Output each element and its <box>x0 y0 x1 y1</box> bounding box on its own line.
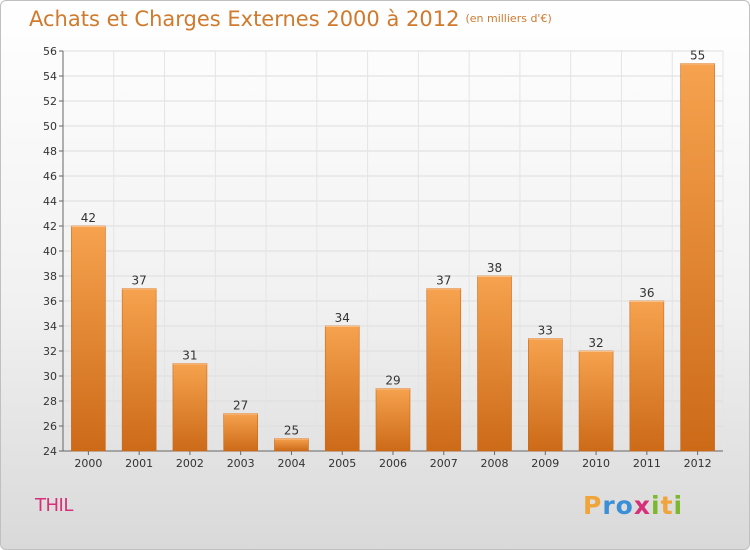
y-tick-label: 40 <box>43 245 57 258</box>
y-tick-label: 48 <box>43 145 57 158</box>
data-label-2011: 36 <box>639 286 654 300</box>
x-tick-label-2007: 2007 <box>430 457 458 470</box>
y-tick-label: 42 <box>43 220 57 233</box>
bar-2009 <box>528 338 563 452</box>
x-tick-label-2010: 2010 <box>582 457 610 470</box>
bars <box>71 63 715 452</box>
proxiti-logo: Proxiti <box>583 491 683 520</box>
bar-2003 <box>223 413 258 452</box>
y-tick-label: 56 <box>43 45 57 58</box>
y-tick-label: 50 <box>43 120 57 133</box>
x-tick-label-2008: 2008 <box>481 457 509 470</box>
logo-letter: t <box>660 491 674 520</box>
y-tick-label: 38 <box>43 270 57 283</box>
data-label-2010: 32 <box>588 336 603 350</box>
x-tick-label-2006: 2006 <box>379 457 407 470</box>
chart-title-text: Achats et Charges Externes 2000 à 2012 <box>29 7 460 31</box>
bar-2002 <box>172 363 208 452</box>
data-label-2002: 31 <box>182 349 197 363</box>
bar-2001 <box>121 288 157 452</box>
x-tick-label-2011: 2011 <box>633 457 661 470</box>
data-label-2012: 55 <box>690 49 705 63</box>
data-label-2006: 29 <box>385 374 400 388</box>
bar-2012 <box>680 63 715 452</box>
data-label-2001: 37 <box>132 274 147 288</box>
labels: 24 26 28 30 32 34 36 38 40 42 44 46 48 50 52 54 56 42 2000… <box>43 45 712 470</box>
y-tick-label: 46 <box>43 170 57 183</box>
bar-2006 <box>375 388 411 452</box>
logo-letter: x <box>633 491 651 520</box>
y-tick-label: 26 <box>43 420 57 433</box>
y-tick-label: 36 <box>43 295 57 308</box>
x-tick-label-2003: 2003 <box>227 457 255 470</box>
x-tick-label-2004: 2004 <box>277 457 305 470</box>
y-tick-label: 28 <box>43 395 57 408</box>
bar-2011 <box>629 300 665 452</box>
data-label-2005: 34 <box>335 311 350 325</box>
place-name: THIL <box>35 495 73 516</box>
logo-letter: o <box>615 491 634 520</box>
data-label-2008: 38 <box>487 261 502 275</box>
data-label-2000: 42 <box>81 211 96 225</box>
data-label-2004: 25 <box>284 424 299 438</box>
logo-letter: i <box>673 491 684 520</box>
bar-2000 <box>71 225 106 452</box>
data-label-2007: 37 <box>436 274 451 288</box>
y-tick-label: 24 <box>43 445 57 458</box>
logo-letter: P <box>583 491 603 520</box>
x-tick-label-2012: 2012 <box>684 457 712 470</box>
x-tick-label-2000: 2000 <box>74 457 102 470</box>
logo-letter: i <box>651 491 661 520</box>
y-tick-label: 44 <box>43 195 57 208</box>
y-tick-label: 34 <box>43 320 57 333</box>
bar-2008 <box>477 275 512 452</box>
x-tick-label-2009: 2009 <box>531 457 559 470</box>
data-label-2003: 27 <box>233 399 248 413</box>
data-label-2009: 33 <box>538 324 553 338</box>
bar-2010 <box>578 350 614 452</box>
logo-letter: r <box>602 491 616 520</box>
bar-2005 <box>324 325 360 452</box>
bar-2004 <box>274 438 309 452</box>
y-tick-label: 54 <box>43 70 57 83</box>
x-tick-label-2005: 2005 <box>328 457 356 470</box>
chart-title: Achats et Charges Externes 2000 à 2012 (e… <box>29 7 552 31</box>
chart-unit: (en milliers d'€) <box>465 12 552 25</box>
y-tick-label: 52 <box>43 95 57 108</box>
bar-2007 <box>426 288 462 452</box>
y-tick-label: 30 <box>43 370 57 383</box>
x-tick-label-2002: 2002 <box>176 457 204 470</box>
y-tick-label: 32 <box>43 345 57 358</box>
x-tick-label-2001: 2001 <box>125 457 153 470</box>
